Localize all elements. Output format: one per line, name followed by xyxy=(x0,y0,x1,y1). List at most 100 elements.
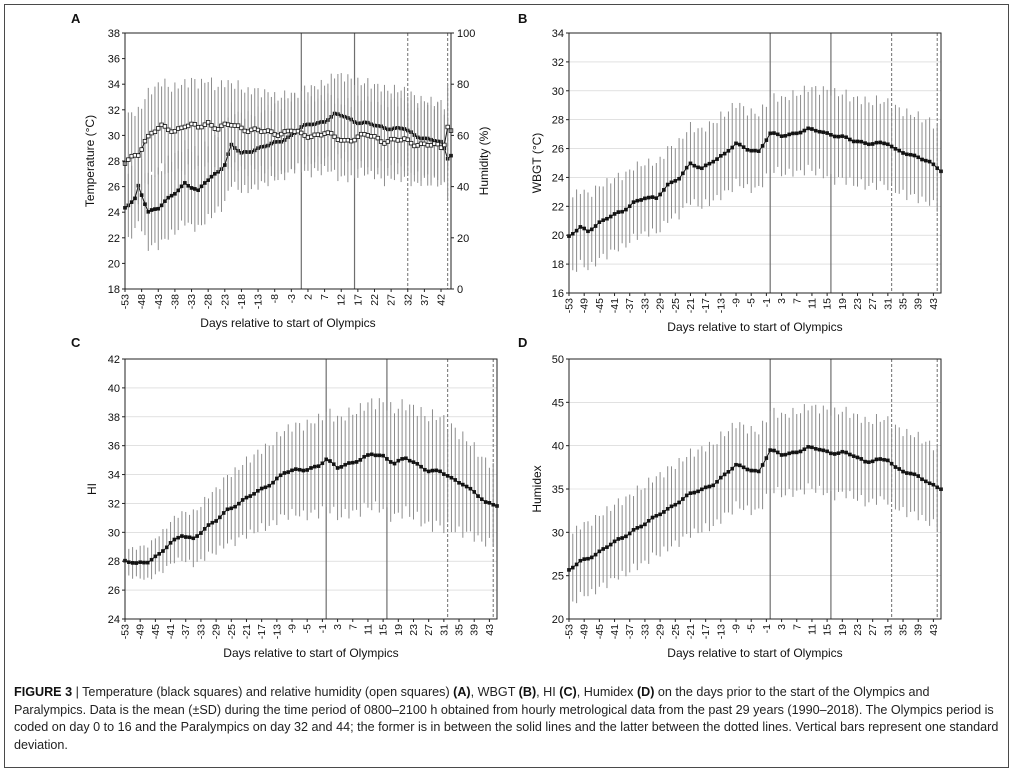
data-point-open xyxy=(352,137,357,143)
data-point xyxy=(586,229,590,234)
data-point xyxy=(159,203,164,208)
caption-label: FIGURE 3 xyxy=(14,685,73,699)
data-point xyxy=(813,128,818,133)
data-point xyxy=(186,184,191,188)
data-point-open xyxy=(192,122,198,127)
data-point xyxy=(931,482,936,487)
data-point xyxy=(646,195,651,200)
x-tick-label: -33 xyxy=(186,294,198,309)
data-point xyxy=(703,485,708,490)
data-point xyxy=(916,474,921,478)
data-point xyxy=(624,207,628,212)
data-point xyxy=(916,155,921,160)
x-tick-label: -1 xyxy=(761,298,773,307)
data-point xyxy=(768,131,772,136)
caption-text-2: , WBGT xyxy=(470,685,519,699)
data-point xyxy=(278,473,283,478)
x-tick-label: -13 xyxy=(271,624,283,639)
data-point xyxy=(229,506,234,511)
data-point xyxy=(806,445,810,449)
data-point xyxy=(377,453,382,458)
x-tick-label: -37 xyxy=(624,298,636,313)
data-point-open xyxy=(329,131,334,136)
y-tick-label: 50 xyxy=(552,354,564,366)
data-point xyxy=(874,140,879,145)
data-point xyxy=(608,542,613,547)
x-tick-label: 39 xyxy=(913,624,925,636)
data-point xyxy=(320,461,325,466)
data-point-open xyxy=(209,123,214,128)
data-point xyxy=(844,450,848,455)
data-point xyxy=(874,457,879,462)
data-point-open xyxy=(152,129,158,135)
data-point xyxy=(362,454,366,459)
data-point xyxy=(620,536,624,540)
data-point xyxy=(142,560,146,565)
x-tick-label: 23 xyxy=(852,624,864,636)
data-point-open xyxy=(215,127,221,132)
data-point xyxy=(624,534,628,539)
data-point xyxy=(138,560,142,564)
data-point xyxy=(582,557,586,561)
data-point-open xyxy=(235,123,241,128)
data-point xyxy=(901,151,905,155)
x-tick-label: 17 xyxy=(352,294,364,306)
figure-caption: FIGURE 3 | Temperature (black squares) a… xyxy=(14,684,999,754)
y-tick-label: 30 xyxy=(552,527,564,539)
caption-ref-d: (D) xyxy=(636,685,655,699)
x-tick-label: -45 xyxy=(594,624,606,639)
data-point xyxy=(267,483,272,488)
caption-ref-b: (B) xyxy=(518,685,537,699)
data-point xyxy=(783,134,788,138)
data-point xyxy=(616,537,621,541)
x-tick-label: 39 xyxy=(469,624,481,636)
data-point xyxy=(593,552,598,557)
data-point xyxy=(244,495,249,500)
figure-frame xyxy=(4,4,1009,768)
data-point xyxy=(855,139,860,144)
x-tick-label: -49 xyxy=(579,624,591,639)
data-point xyxy=(574,562,579,567)
data-point xyxy=(681,497,685,501)
data-point xyxy=(741,465,746,470)
data-point xyxy=(798,130,803,135)
data-point xyxy=(461,482,465,487)
x-tick-label: -5 xyxy=(746,624,758,633)
data-point xyxy=(715,480,719,484)
x-tick-label: -43 xyxy=(153,294,165,309)
data-point xyxy=(760,144,765,148)
data-point xyxy=(836,451,841,455)
y-tick-label: 18 xyxy=(552,259,564,271)
y-tick-label: 28 xyxy=(108,156,120,168)
data-point xyxy=(169,193,174,198)
data-point xyxy=(153,554,158,559)
data-point xyxy=(392,461,397,466)
data-point xyxy=(688,161,693,166)
x-tick-label: 42 xyxy=(436,294,448,306)
data-point xyxy=(324,457,328,462)
data-point xyxy=(764,138,769,142)
x-tick-label: -25 xyxy=(670,298,682,313)
data-point-open xyxy=(442,142,447,148)
data-point xyxy=(168,541,173,545)
x-tick-label: -45 xyxy=(150,624,162,639)
data-point-open xyxy=(172,128,178,134)
data-point xyxy=(635,526,640,530)
data-point xyxy=(681,171,685,176)
data-point xyxy=(696,489,700,494)
data-point xyxy=(931,162,936,167)
x-tick-label: -21 xyxy=(685,298,697,313)
data-point-open xyxy=(205,120,211,125)
data-point xyxy=(665,182,670,187)
data-point xyxy=(920,157,924,162)
x-tick-label: 43 xyxy=(484,624,496,636)
data-point xyxy=(172,537,177,542)
data-point xyxy=(206,523,211,527)
x-tick-label: 27 xyxy=(867,624,879,636)
y-tick-label: 36 xyxy=(108,441,120,453)
caption-ref-a: (A) xyxy=(453,685,471,699)
data-point xyxy=(734,462,738,467)
y2-tick-label: 80 xyxy=(457,79,469,91)
x-tick-label: -13 xyxy=(253,294,265,309)
